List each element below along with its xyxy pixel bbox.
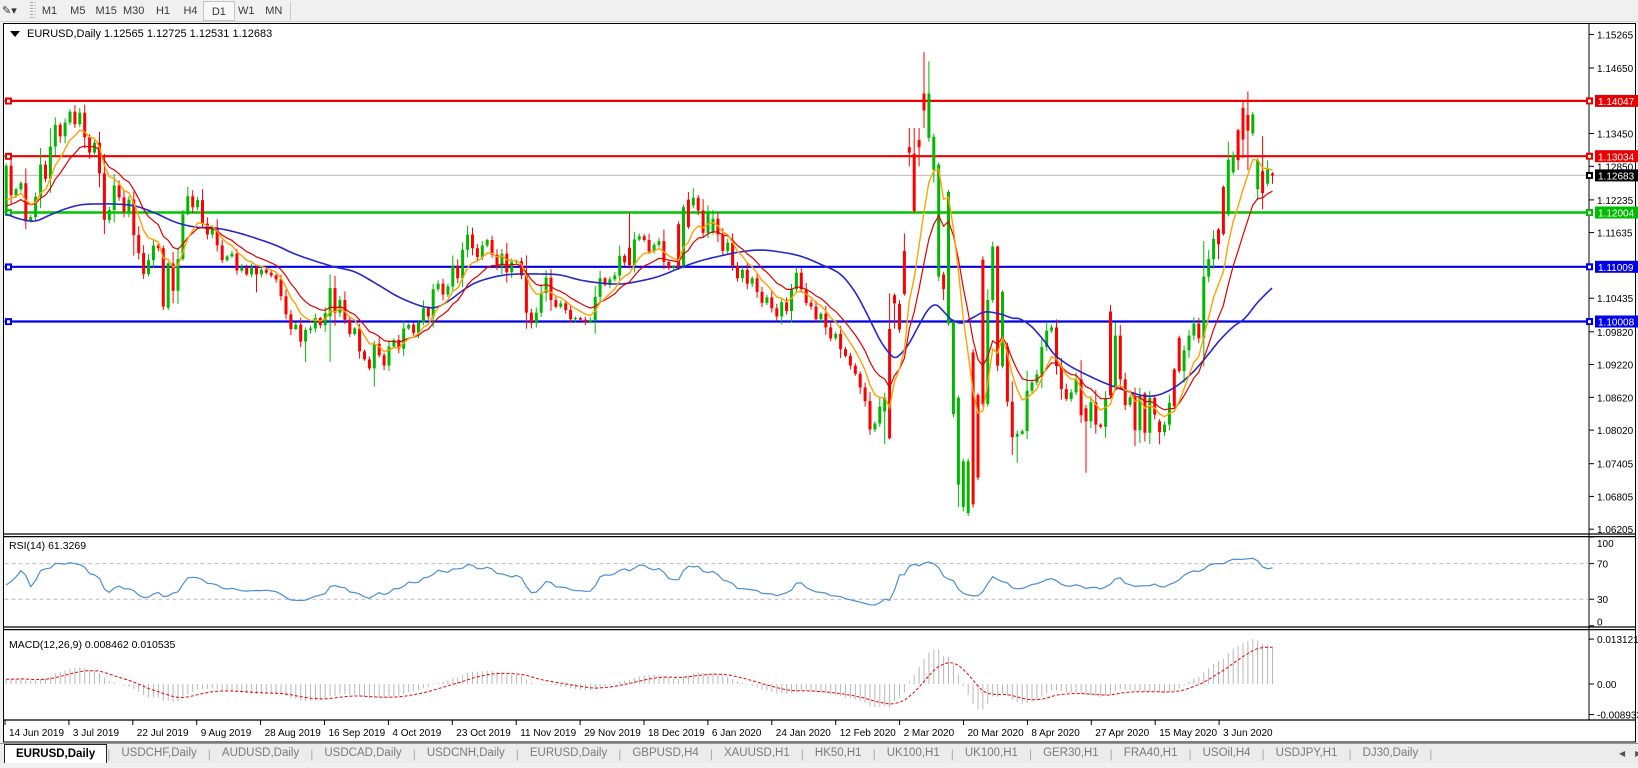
svg-text:8 Apr 2020: 8 Apr 2020 [1031, 728, 1080, 739]
svg-text:MACD(12,26,9) 0.008462 0.01053: MACD(12,26,9) 0.008462 0.010535 [9, 639, 176, 651]
svg-text:9 Aug 2019: 9 Aug 2019 [201, 728, 252, 739]
svg-text:-0.008933: -0.008933 [1597, 711, 1638, 722]
svg-text:1.06205: 1.06205 [1597, 525, 1634, 536]
svg-text:1.09820: 1.09820 [1597, 328, 1634, 339]
svg-text:1.14650: 1.14650 [1597, 64, 1634, 75]
svg-text:1.11635: 1.11635 [1597, 229, 1633, 240]
svg-text:1.08020: 1.08020 [1597, 426, 1634, 437]
svg-text:18 Dec 2019: 18 Dec 2019 [648, 728, 705, 739]
svg-text:1.12235: 1.12235 [1597, 196, 1634, 207]
svg-text:16 Sep 2019: 16 Sep 2019 [329, 728, 386, 739]
svg-text:28 Aug 2019: 28 Aug 2019 [265, 728, 322, 739]
svg-text:1.09220: 1.09220 [1597, 361, 1634, 372]
svg-text:20 Mar 2020: 20 Mar 2020 [968, 728, 1025, 739]
svg-text:14 Jun 2019: 14 Jun 2019 [9, 728, 64, 739]
svg-text:EURUSD,Daily 1.12565 1.12725: EURUSD,Daily 1.12565 1.12725 1.12531 1.1… [27, 28, 272, 40]
svg-text:24 Jan 2020: 24 Jan 2020 [776, 728, 831, 739]
svg-text:29 Nov 2019: 29 Nov 2019 [584, 728, 641, 739]
svg-text:11 Nov 2019: 11 Nov 2019 [520, 728, 576, 739]
svg-text:70: 70 [1597, 560, 1609, 571]
svg-text:3 Jul 2019: 3 Jul 2019 [73, 728, 120, 739]
svg-text:0.00: 0.00 [1597, 680, 1617, 691]
svg-text:6 Jan 2020: 6 Jan 2020 [712, 728, 762, 739]
svg-text:0: 0 [1597, 618, 1603, 629]
svg-text:1.13034: 1.13034 [1598, 152, 1635, 163]
svg-text:1.07405: 1.07405 [1597, 460, 1634, 471]
svg-text:1.14047: 1.14047 [1598, 97, 1635, 108]
svg-text:1.12850: 1.12850 [1597, 162, 1634, 173]
svg-text:RSI(14) 61.3269: RSI(14) 61.3269 [9, 540, 86, 552]
svg-text:1.08620: 1.08620 [1597, 393, 1634, 404]
svg-text:3 Jun 2020: 3 Jun 2020 [1223, 728, 1273, 739]
svg-text:1.11009: 1.11009 [1598, 263, 1634, 274]
svg-text:1.12004: 1.12004 [1598, 209, 1635, 220]
svg-text:1.10008: 1.10008 [1598, 318, 1635, 329]
svg-text:27 Apr 2020: 27 Apr 2020 [1095, 728, 1149, 739]
svg-text:12 Feb 2020: 12 Feb 2020 [840, 728, 897, 739]
svg-text:1.12683: 1.12683 [1598, 172, 1635, 183]
svg-text:30: 30 [1597, 595, 1609, 606]
svg-text:2 Mar 2020: 2 Mar 2020 [904, 728, 955, 739]
svg-text:4 Oct 2019: 4 Oct 2019 [392, 728, 441, 739]
svg-text:100: 100 [1597, 539, 1614, 550]
svg-text:1.10435: 1.10435 [1597, 294, 1634, 305]
svg-text:1.06805: 1.06805 [1597, 492, 1634, 503]
svg-text:1.15265: 1.15265 [1597, 30, 1634, 41]
svg-text:23 Oct 2019: 23 Oct 2019 [456, 728, 511, 739]
svg-text:22 Jul 2019: 22 Jul 2019 [137, 728, 189, 739]
svg-text:15 May 2020: 15 May 2020 [1159, 728, 1217, 739]
svg-text:0.013121: 0.013121 [1597, 635, 1638, 646]
svg-text:1.13450: 1.13450 [1597, 130, 1634, 141]
